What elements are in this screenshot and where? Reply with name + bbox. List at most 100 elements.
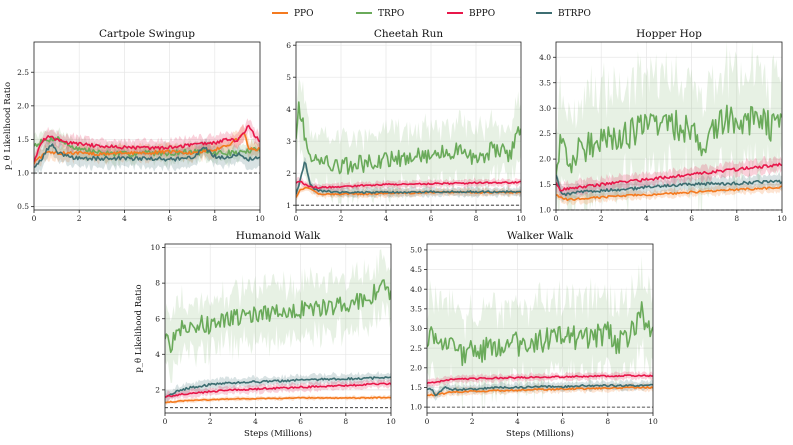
y-tick-label: 3.0 (410, 324, 422, 333)
y-tick-label: 1.5 (17, 135, 29, 144)
y-tick-label: 0.5 (17, 202, 29, 211)
axes-frame (164, 243, 392, 414)
x-tick-label: 4 (515, 417, 520, 426)
series-line-bppo (34, 124, 260, 162)
y-axis: 0.5 1.0 1.5 2.0 2.5 (17, 68, 34, 211)
y-tick-label: 8 (155, 279, 160, 288)
x-axis: 0 2 4 6 8 10 (163, 413, 396, 426)
x-tick-label: 10 (386, 417, 396, 426)
plot-area (427, 256, 653, 413)
band-trpo (556, 42, 782, 210)
series-line-bppo (556, 162, 782, 192)
axes-frame (295, 41, 522, 211)
y-tick-label: 2.0 (410, 363, 422, 372)
y-tick-label: 3.5 (539, 78, 551, 87)
legend-item-ppo: PPO (272, 9, 314, 19)
series-line-trpo (427, 301, 653, 367)
series-line-btrpo (427, 383, 653, 397)
panel-title: Walker Walk (507, 230, 574, 242)
panel-hopper-hop: 0 2 4 6 8 10 1.0 1.5 2.0 2.5 3.0 3.5 4.0 Hopper Hop (539, 28, 787, 223)
series-line-ppo (556, 185, 782, 202)
x-tick-label: 2 (77, 214, 82, 223)
legend: PPO TRPO BPPO BTRPO (272, 9, 591, 19)
x-tick-label: 8 (474, 214, 479, 223)
x-tick-label: 2 (339, 214, 344, 223)
x-tick-label: 2 (470, 417, 475, 426)
y-tick-label: 10 (150, 243, 160, 252)
x-axis: 0 2 4 6 8 10 (32, 210, 265, 223)
x-tick-label: 10 (777, 214, 787, 223)
series-line-bppo (165, 382, 391, 398)
y-tick-label: 4 (286, 105, 291, 114)
panel-walker-walk: 0 2 4 6 8 10 1.0 1.5 2.0 2.5 3.0 3.5 4.0 4.5 5.0 Walker… (410, 230, 658, 439)
y-tick-label: 2.0 (539, 155, 551, 164)
panel-title: Cartpole Swingup (99, 28, 195, 40)
panel-title: Humanoid Walk (236, 230, 321, 242)
band-ppo (34, 123, 260, 173)
x-tick-label: 0 (554, 214, 559, 223)
y-tick-label: 1.0 (410, 403, 422, 412)
y-axis-label: p_θ Likelihood Ratio (3, 82, 13, 170)
x-tick-label: 6 (429, 214, 434, 223)
y-tick-label: 6 (155, 314, 160, 323)
x-tick-label: 4 (122, 214, 127, 223)
series-line-trpo (556, 104, 782, 176)
y-tick-label: 4.0 (539, 53, 551, 62)
y-tick-label: 1.0 (17, 169, 29, 178)
legend-item-bppo: BPPO (447, 9, 495, 19)
legend-label: BTRPO (558, 9, 591, 19)
y-axis: 1.0 1.5 2.0 2.5 3.0 3.5 4.0 (539, 53, 556, 215)
band-btrpo (296, 156, 521, 199)
legend-label: TRPO (378, 9, 404, 19)
panel-title: Cheetah Run (374, 28, 443, 40)
y-tick-label: 3 (286, 137, 291, 146)
y-tick-label: 2.5 (17, 68, 29, 77)
x-tick-label: 8 (212, 214, 217, 223)
y-tick-label: 2.0 (17, 101, 29, 110)
x-tick-label: 6 (167, 214, 172, 223)
series-line-ppo (165, 396, 391, 404)
y-tick-label: 4.5 (410, 265, 422, 274)
x-axis-label: Steps (Millions) (506, 428, 574, 439)
x-axis: 0 2 4 6 8 10 (294, 210, 526, 223)
y-tick-label: 1.5 (410, 383, 422, 392)
series-line-bppo (296, 180, 521, 189)
y-tick-label: 1.0 (539, 206, 551, 215)
x-tick-label: 0 (163, 417, 168, 426)
x-tick-label: 6 (560, 417, 565, 426)
x-tick-label: 8 (605, 417, 610, 426)
band-bppo (165, 378, 391, 402)
series-line-ppo (34, 132, 260, 165)
series-line-bppo (427, 374, 653, 385)
series-line-trpo (296, 101, 521, 175)
y-tick-label: 3.0 (539, 104, 551, 113)
y-axis: 1.0 1.5 2.0 2.5 3.0 3.5 4.0 4.5 5.0 (410, 245, 427, 412)
x-tick-label: 4 (644, 214, 649, 223)
y-tick-label: 1.5 (539, 180, 551, 189)
axes-frame (555, 41, 783, 211)
plot-area (34, 118, 260, 176)
series-line-btrpo (34, 143, 260, 169)
y-tick-label: 2.5 (410, 344, 422, 353)
series-line-btrpo (296, 161, 521, 195)
series-line-trpo (165, 279, 391, 354)
y-tick-label: 2.5 (539, 129, 551, 138)
axes-frame (33, 41, 261, 211)
x-tick-label: 8 (734, 214, 739, 223)
band-bppo (34, 118, 260, 168)
x-tick-label: 2 (599, 214, 604, 223)
x-tick-label: 10 (516, 214, 526, 223)
series-line-btrpo (165, 376, 391, 399)
x-tick-label: 0 (32, 214, 37, 223)
x-tick-label: 0 (294, 214, 299, 223)
grid (33, 42, 261, 210)
x-tick-label: 2 (208, 417, 213, 426)
x-tick-label: 6 (689, 214, 694, 223)
y-tick-label: 6 (286, 41, 291, 50)
y-tick-label: 4 (155, 350, 160, 359)
y-axis: 2 4 6 8 10 (150, 243, 165, 394)
band-bppo (427, 370, 653, 388)
panels: 0 2 4 6 8 10 0.5 1.0 1.5 2.0 2.5 Cartpole Swingup p_… (3, 28, 787, 439)
